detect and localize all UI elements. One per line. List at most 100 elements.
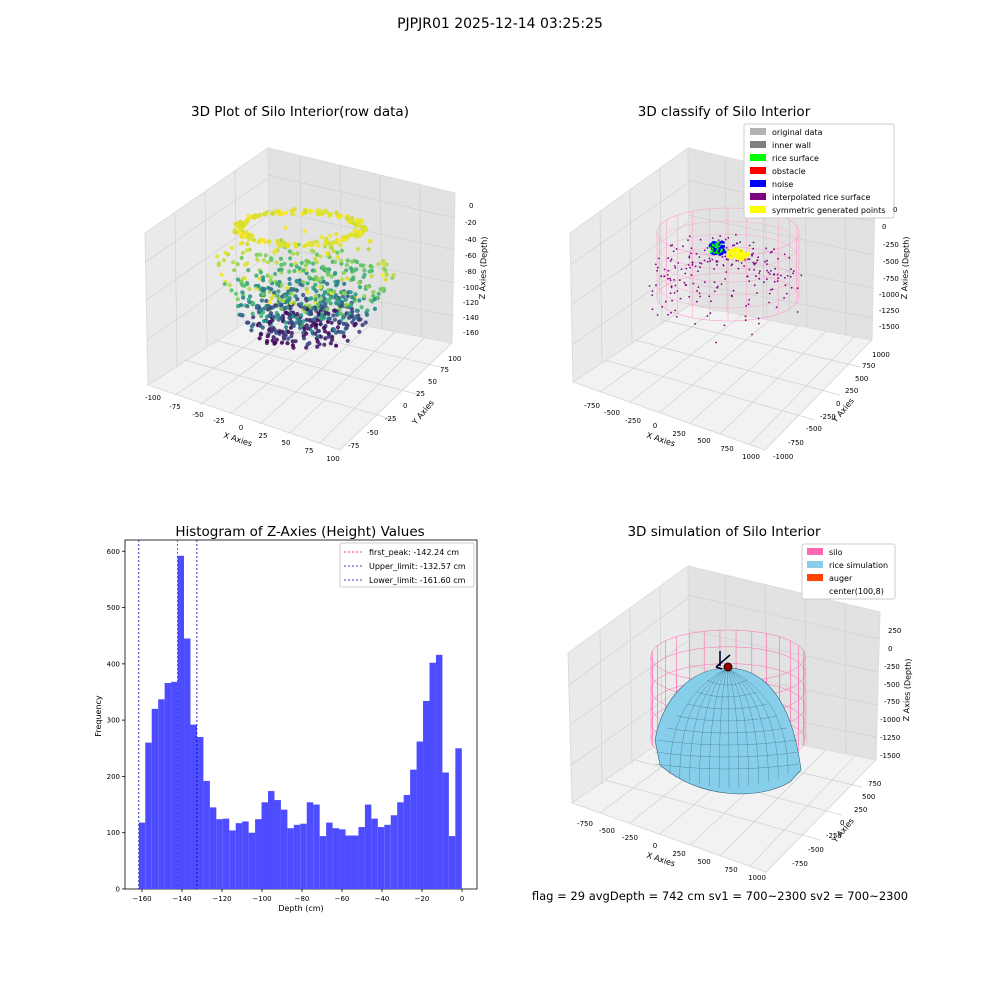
tick-label: -140 bbox=[463, 314, 479, 322]
interpolated-point bbox=[771, 251, 773, 253]
symmetric-point bbox=[728, 249, 732, 253]
legend-label: obstacle bbox=[772, 167, 806, 176]
data-point bbox=[325, 298, 330, 303]
tick-label: -500 bbox=[808, 846, 824, 854]
data-point bbox=[327, 241, 332, 246]
data-point bbox=[384, 262, 389, 267]
histogram-bar bbox=[274, 800, 281, 889]
data-point bbox=[338, 243, 343, 248]
interpolated-point bbox=[724, 238, 727, 241]
interpolated-point bbox=[776, 273, 779, 276]
tick-label: 25 bbox=[416, 390, 425, 398]
data-point bbox=[227, 283, 232, 288]
interpolated-point bbox=[691, 261, 694, 264]
rice-mesh-line bbox=[706, 679, 748, 686]
interpolated-point bbox=[669, 260, 672, 262]
data-point bbox=[286, 243, 291, 248]
data-point bbox=[321, 314, 326, 319]
auger-head bbox=[723, 662, 733, 672]
data-point bbox=[311, 306, 316, 311]
data-point bbox=[328, 245, 333, 250]
data-point bbox=[295, 279, 300, 284]
data-point bbox=[292, 207, 297, 212]
tick-label: -80 bbox=[465, 268, 476, 276]
data-point bbox=[376, 291, 381, 296]
data-point bbox=[277, 329, 282, 334]
interpolated-point bbox=[690, 274, 693, 276]
rice-surface-point bbox=[712, 243, 714, 246]
histogram-bar bbox=[138, 822, 146, 889]
data-point bbox=[242, 233, 247, 238]
data-point bbox=[290, 287, 295, 292]
data-point bbox=[273, 303, 278, 308]
data-point bbox=[352, 268, 357, 273]
interpolated-point bbox=[744, 315, 747, 318]
data-point bbox=[350, 259, 355, 264]
tick-label: 50 bbox=[428, 378, 437, 386]
rice-surface-point bbox=[716, 248, 719, 251]
data-point bbox=[313, 297, 318, 302]
legend-label: auger bbox=[829, 574, 853, 583]
histogram-bar bbox=[448, 836, 456, 889]
interpolated-point bbox=[716, 260, 719, 263]
legend-swatch bbox=[807, 561, 823, 568]
histogram-bar bbox=[145, 742, 152, 889]
data-point bbox=[338, 311, 343, 316]
data-point bbox=[316, 243, 321, 248]
auger-arm bbox=[715, 666, 723, 670]
data-point bbox=[292, 241, 298, 246]
data-point bbox=[290, 343, 295, 348]
interpolated-point bbox=[748, 268, 751, 271]
data-point bbox=[239, 279, 244, 284]
histogram-bar bbox=[442, 772, 449, 889]
data-point bbox=[283, 225, 288, 230]
data-point bbox=[334, 283, 339, 288]
interpolated-point bbox=[673, 292, 676, 294]
interpolated-point bbox=[767, 271, 770, 274]
interpolated-point bbox=[669, 279, 672, 282]
symmetric-point bbox=[737, 248, 741, 252]
interpolated-point bbox=[667, 313, 669, 316]
data-point bbox=[297, 325, 303, 331]
interpolated-point bbox=[756, 292, 758, 294]
tick-label: -25 bbox=[385, 415, 396, 423]
interpolated-point bbox=[747, 303, 750, 306]
data-point bbox=[329, 295, 335, 300]
data-point bbox=[259, 314, 264, 319]
interpolated-point bbox=[711, 237, 714, 240]
data-point bbox=[310, 331, 315, 336]
data-point bbox=[309, 296, 314, 301]
data-point bbox=[308, 311, 313, 316]
panel1-xlabel: X Axies bbox=[222, 431, 253, 449]
y-tick-label: 400 bbox=[107, 660, 120, 668]
tick-label: 0 bbox=[653, 422, 657, 430]
panel2-y-ticks: -1000 -750 -500 -250 0 250 500 750 1000 bbox=[773, 351, 890, 461]
interpolated-point bbox=[768, 292, 771, 295]
interpolated-point bbox=[727, 237, 730, 239]
legend-swatch bbox=[750, 193, 766, 200]
interpolated-point bbox=[785, 292, 788, 295]
legend-label: first_peak: -142.24 cm bbox=[369, 548, 459, 557]
data-point bbox=[372, 306, 377, 311]
interpolated-point bbox=[720, 283, 723, 285]
rice-surface-point bbox=[711, 250, 714, 252]
data-point bbox=[350, 295, 355, 300]
interpolated-point bbox=[740, 262, 743, 264]
interpolated-point bbox=[688, 256, 691, 259]
data-point bbox=[269, 287, 274, 292]
data-point bbox=[354, 308, 359, 313]
interpolated-point bbox=[792, 270, 795, 272]
data-point bbox=[258, 270, 263, 275]
data-point bbox=[325, 281, 330, 286]
data-point bbox=[381, 261, 386, 266]
rice-surface-point bbox=[717, 252, 720, 255]
data-point bbox=[275, 293, 280, 298]
interpolated-point bbox=[733, 244, 736, 247]
data-point bbox=[302, 229, 307, 234]
interpolated-point bbox=[717, 285, 719, 288]
data-point bbox=[257, 212, 262, 218]
data-point bbox=[344, 276, 349, 281]
data-point bbox=[281, 298, 286, 304]
data-point bbox=[334, 210, 339, 215]
